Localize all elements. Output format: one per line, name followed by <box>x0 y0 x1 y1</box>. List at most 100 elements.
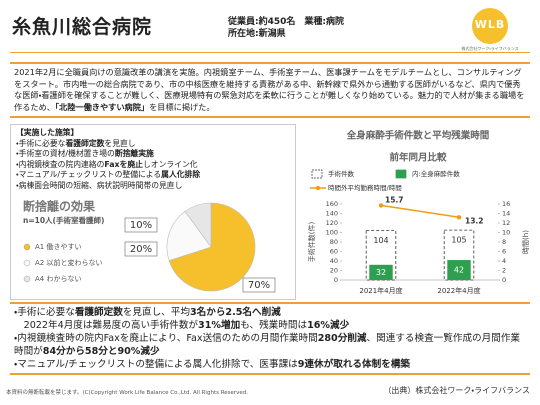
text-run: を目標に掲げた。 <box>149 101 215 112</box>
text-run: 属人化排除 <box>161 170 201 179</box>
text-run: を見直し <box>104 138 136 148</box>
y2-tick-label: 14 <box>502 210 510 218</box>
bar-chart: 全身麻酔手術件数と平均残業時間前年同月比較0204060801001201401… <box>307 130 530 296</box>
y-tick-label: 0 <box>334 276 338 284</box>
value-label: 20% <box>130 244 152 255</box>
y2-tick-label: 4 <box>502 257 506 265</box>
text-run: 16%減少 <box>307 320 350 331</box>
copyright: 本資料の無断転載を禁じます。(C)Copyright Work Life Bal… <box>6 390 249 396</box>
page-title: 糸魚川総合病院 <box>12 16 153 38</box>
text-run: しオンライン化 <box>142 159 198 169</box>
text-run: を見直し、平均 <box>122 307 190 318</box>
x-tick-label: 2021年4月度 <box>359 286 402 295</box>
line <box>380 204 460 219</box>
logo-circle <box>472 8 508 44</box>
pie-slice <box>168 202 256 292</box>
legend-swatch <box>23 243 31 251</box>
y-tick-label: 100 <box>326 229 338 237</box>
info: 従業員:約450名 業種:病院 所在地:新潟県 <box>228 16 344 40</box>
info-line: 所在地:新潟県 <box>228 29 286 39</box>
legend-swatch <box>23 259 31 267</box>
value-label: 15.7 <box>385 195 404 204</box>
y-axis-label: 手術件数(件) <box>307 222 316 263</box>
x-tick-label: 2022年4月度 <box>437 286 480 295</box>
result-item: ・内視鏡検査時の院内Faxを廃止により、Fax送信のための月間作業時間280分削… <box>14 332 526 358</box>
y-tick-label: 80 <box>330 238 338 246</box>
text-run: ・病棟面会時間の短縮、病状説明時間帯の見直し <box>16 180 183 190</box>
value-label: 13.2 <box>465 216 484 225</box>
text-run: 断捨離実施 <box>114 149 154 158</box>
chart-title: 全身麻酔手術件数と平均残業時間 <box>347 130 490 142</box>
text-run: 31%増加 <box>198 320 241 331</box>
chart-subtitle: 前年同月比較 <box>389 152 447 164</box>
y-tick-label: 120 <box>326 219 338 227</box>
y2-tick-label: 2 <box>502 267 506 275</box>
intro: 2021年2月に全職員向けの意識改革の講演を実施。内視鏡室チーム、手術室チーム、… <box>10 62 530 118</box>
y-tick-label: 60 <box>330 248 338 256</box>
legend-label: 内:全身麻酔件数 <box>412 169 460 178</box>
y2-tick-label: 16 <box>502 200 510 208</box>
text-run: も、残業時間は <box>240 320 308 331</box>
rule <box>10 52 530 53</box>
value-label: 104 <box>373 236 388 245</box>
y2-tick-label: 0 <box>502 276 506 284</box>
legend-label: A2 以前と変わらない <box>35 258 102 267</box>
label-box <box>242 277 276 293</box>
measures-title: 【実施した施策】 <box>16 128 79 137</box>
text-run: ・手術に必要な <box>14 307 75 318</box>
text-run: 「北陸一働きやすい病院」 <box>54 101 150 112</box>
text-run: 3名から2.5名へ削減 <box>189 307 281 318</box>
text-run: ・内視鏡検査時の院内Faxを廃止により、Fax送信のための月間作業時間 <box>14 333 318 344</box>
text-run: 看護師定数 <box>74 307 123 318</box>
y-tick-label: 160 <box>326 200 338 208</box>
result-item: ・手術に必要な看護師定数を見直し、平均3名から2.5名へ削減 <box>14 306 526 319</box>
y-tick-label: 140 <box>326 210 338 218</box>
text-run: 280分削減 <box>317 333 367 344</box>
value-label: 32 <box>376 268 386 277</box>
bar <box>369 264 393 280</box>
legend-swatch <box>315 185 321 191</box>
source: （出典）株式会社ワーク・ライフバランス <box>383 386 530 395</box>
measure-item: ・手術に必要な看護師定数を見直し <box>16 139 290 150</box>
result-item: 2022年4月度は難易度の高い手術件数が31%増加も、残業時間は16%減少 <box>14 319 526 332</box>
y2-tick-label: 10 <box>502 229 510 237</box>
y2-tick-label: 8 <box>502 238 506 246</box>
text-run: 、関連する検査一覧作成の月間作業時間が <box>14 333 521 357</box>
legend-swatch <box>311 169 323 179</box>
logo-sub: 株式会社ワーク・ライフバランス <box>461 46 519 51</box>
result-item: ・マニュアル/チェックリストの整備による属人化排除で、医事課は9連休が取れる体制… <box>14 358 526 371</box>
y-tick-label: 20 <box>330 267 338 275</box>
value-label: 70% <box>248 280 270 291</box>
line-marker <box>378 203 384 208</box>
legend-label: A1 働きやすい <box>35 242 81 251</box>
label-box <box>124 217 158 233</box>
text-run: 2021年2月に全職員向けの意識改革の講演を実施。内視鏡室チーム、手術室チーム、… <box>14 67 525 112</box>
text-run: ・マニュアル/チェックリストの整備による属人化排除で、医事課は <box>14 359 298 370</box>
measure-item: ・マニュアル/チェックリストの整備による属人化排除 <box>16 170 290 181</box>
logo: WLB <box>474 18 506 31</box>
text-run: ・手術室の資材/機材置き場の <box>16 149 115 158</box>
label-box <box>124 241 158 257</box>
y2-tick-label: 12 <box>502 219 510 227</box>
legend-label: 時間外平均勤務時間/時間 <box>328 183 402 192</box>
measure-item: ・内視鏡検査の院内連絡のFaxを廃止しオンライン化 <box>16 160 290 171</box>
text-run: 2022年4月度は難易度の高い手術件数が <box>14 320 199 331</box>
results: ・手術に必要な看護師定数を見直し、平均3名から2.5名へ削減 2022年4月度は… <box>10 302 530 375</box>
bar <box>447 260 471 280</box>
pie-subtitle: n=10人(手術室看護師) <box>23 215 104 225</box>
legend-label: 手術件数 <box>328 169 355 178</box>
y2-axis-label: 時間(h) <box>522 230 530 254</box>
line-marker <box>456 215 462 220</box>
text-run: Faxを廃止 <box>104 159 143 169</box>
y-tick-label: 40 <box>330 257 338 265</box>
text-run: 84分から58分と90%減少 <box>42 346 160 357</box>
value-label: 42 <box>454 266 464 275</box>
legend-swatch <box>23 275 31 283</box>
text-run: ・マニュアル/チェックリストの整備による <box>16 170 162 179</box>
measures: 【実施した施策】 ・手術に必要な看護師定数を見直し ・手術室の資材/機材置き場の断… <box>11 125 295 194</box>
legend-label: A4 わからない <box>35 275 81 283</box>
text-run: 看護師定数 <box>65 138 105 148</box>
pie-title: 断捨離の効果 <box>23 199 95 214</box>
